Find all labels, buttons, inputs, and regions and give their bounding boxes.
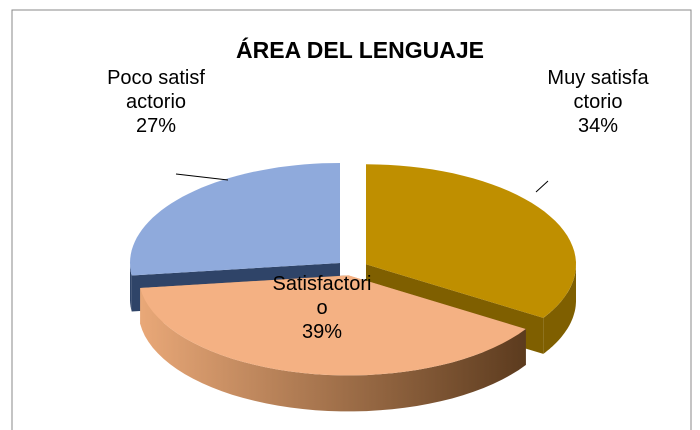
slice-side <box>543 264 576 354</box>
slice-label: Muy satisfactorio 34% <box>546 66 650 138</box>
leader-line <box>175 173 229 181</box>
label-name: Satisfactorio <box>272 273 372 319</box>
slice <box>140 275 526 376</box>
pie <box>130 163 576 412</box>
slice-label: Poco satisfactorio 27% <box>104 66 208 138</box>
slice-side <box>130 263 132 312</box>
label-value: 39% <box>301 321 343 343</box>
slice-side <box>140 288 526 412</box>
label-value: 34% <box>577 115 619 137</box>
leader-line <box>535 180 549 193</box>
slice-label: Satisfactorio 39% <box>272 272 372 344</box>
chart-title: ÁREA DEL LENGUAJE <box>236 36 484 63</box>
label-name: Muy satisfactorio <box>547 67 649 113</box>
slice <box>130 163 340 276</box>
slice <box>366 164 576 318</box>
label-name: Poco satisfactorio <box>107 67 205 113</box>
label-value: 27% <box>135 115 177 137</box>
